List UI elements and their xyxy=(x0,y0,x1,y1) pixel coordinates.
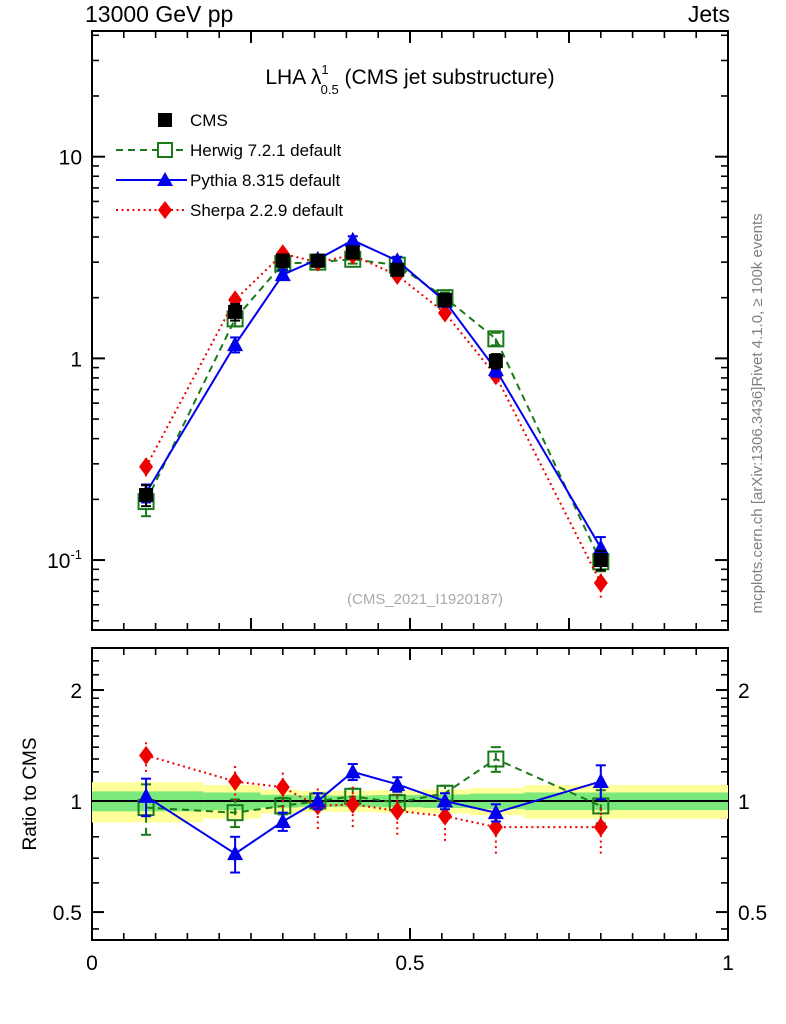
data-point-cms xyxy=(275,253,290,268)
ratio-point-sherpa xyxy=(345,794,360,814)
ratio-point-pythia xyxy=(344,763,361,779)
ratio-y-label: 1 xyxy=(70,791,82,814)
ratio-point-sherpa xyxy=(275,777,290,797)
ratio-point-sherpa xyxy=(139,745,154,765)
side-note-mcplots: mcplots.cern.ch [arXiv:1306.3436] xyxy=(749,387,766,614)
x-axis-label: 0.5 xyxy=(395,952,424,975)
data-point-cms xyxy=(390,262,405,277)
legend-label: Sherpa 2.2.9 default xyxy=(190,201,343,220)
data-point-cms xyxy=(310,253,325,268)
data-point-herwig xyxy=(487,330,505,348)
series-line-herwig xyxy=(145,258,602,563)
ratio-point-pythia xyxy=(436,792,453,808)
data-point-sherpa xyxy=(593,573,608,593)
legend: CMS Herwig 7.2.1 default Pythia 8.315 defa… xyxy=(116,111,343,220)
data-point-pythia xyxy=(227,336,244,352)
data-point-sherpa xyxy=(437,303,452,323)
data-point-cms xyxy=(228,304,243,319)
data-point-pythia xyxy=(274,266,291,282)
ratio-point-pythia xyxy=(227,845,244,861)
series-cms xyxy=(139,245,608,572)
ratio-point-pythia xyxy=(138,787,155,803)
main-x-ticks xyxy=(91,31,729,630)
series-line-sherpa xyxy=(145,252,602,584)
ratio-point-sherpa xyxy=(390,801,405,821)
legend-item[interactable]: CMS xyxy=(158,111,228,130)
dataset-watermark: (CMS_2021_I1920187) xyxy=(347,591,503,608)
ratio-y-label-right: 0.5 xyxy=(738,902,767,925)
ratio-point-pythia xyxy=(592,772,609,788)
ratio-point-pythia xyxy=(487,804,504,820)
legend-marker-square-open xyxy=(157,142,173,158)
ratio-point-sherpa xyxy=(437,806,452,826)
ratio-series-sherpa xyxy=(139,740,608,854)
header-beam-label: 13000 GeV pp xyxy=(85,1,233,27)
legend-item[interactable]: Sherpa 2.2.9 default xyxy=(116,201,343,220)
legend-marker-diamond xyxy=(158,201,172,219)
ratio-series-pythia xyxy=(138,763,609,874)
ratio-axis-title: Ratio to CMS xyxy=(20,738,41,851)
ratio-y-label-right: 2 xyxy=(738,680,750,703)
ratio-point-pythia xyxy=(309,792,326,808)
legend-item[interactable]: Pythia 8.315 default xyxy=(116,171,341,190)
data-point-cms xyxy=(345,245,360,260)
ratio-point-herwig xyxy=(226,804,244,822)
y-axis-label-10: 10 xyxy=(59,147,82,170)
legend-label: CMS xyxy=(190,111,228,130)
ratio-point-pythia xyxy=(274,813,291,829)
legend-label: Pythia 8.315 default xyxy=(190,171,341,190)
ratio-y-label: 2 xyxy=(70,680,82,703)
x-axis-label: 0 xyxy=(86,952,98,975)
ratio-y-label: 0.5 xyxy=(53,902,82,925)
ratio-point-herwig xyxy=(487,750,505,768)
ratio-y-ticks: 2 2 1 1 0.5 0.5 Ratio to CMS xyxy=(20,647,767,930)
legend-label: Herwig 7.2.1 default xyxy=(190,141,341,160)
data-point-cms xyxy=(593,553,608,568)
y-axis-label-1: 1 xyxy=(70,348,82,371)
legend-marker-triangle xyxy=(157,172,173,186)
ratio-y-label-right: 1 xyxy=(738,791,750,814)
legend-marker-square-filled xyxy=(158,113,172,127)
data-point-cms xyxy=(488,354,503,369)
legend-item[interactable]: Herwig 7.2.1 default xyxy=(116,141,341,160)
data-point-cms xyxy=(437,292,452,307)
data-point-cms xyxy=(139,488,154,503)
ratio-point-sherpa xyxy=(228,771,243,791)
data-point-sherpa xyxy=(139,457,154,477)
x-axis-label: 1 xyxy=(722,952,734,975)
ratio-x-ticks: 0 0.5 1 xyxy=(86,648,734,975)
side-note-rivet: Rivet 4.1.0, ≥ 100k events xyxy=(749,213,766,386)
header-category-label: Jets xyxy=(688,1,730,27)
ratio-point-pythia xyxy=(389,775,406,791)
ratio-point-sherpa xyxy=(593,817,608,837)
data-point-pythia xyxy=(344,231,361,247)
